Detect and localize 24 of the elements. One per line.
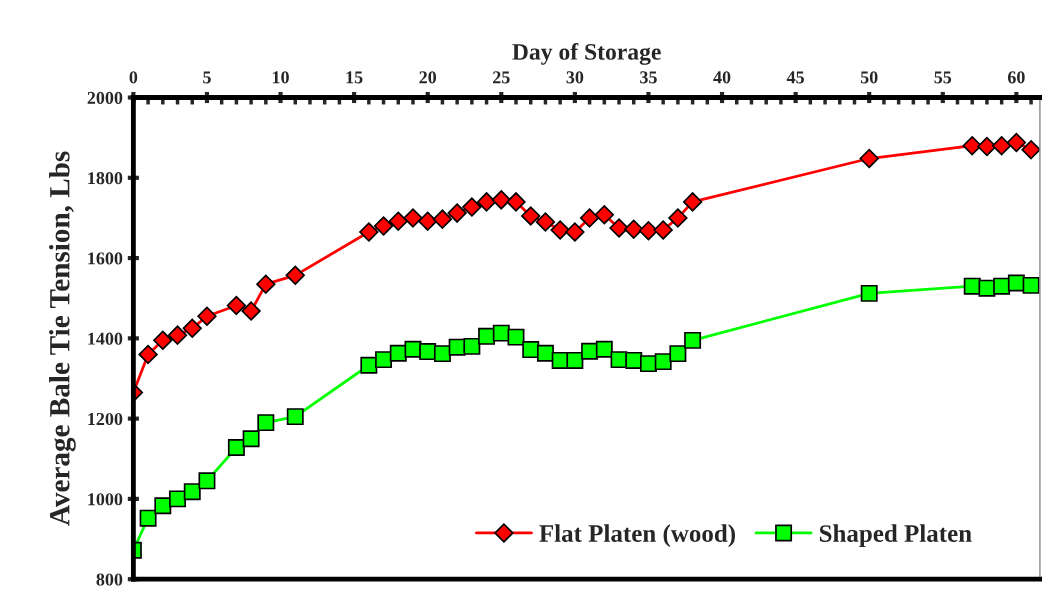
x-axis-title: Day of Storage bbox=[512, 42, 661, 65]
y-tick-label: 1200 bbox=[88, 412, 123, 426]
y-axis-title: Average Bale Tie Tension, Lbs bbox=[49, 151, 76, 526]
y-tick-label: 800 bbox=[96, 573, 123, 586]
x-tick-label: 40 bbox=[713, 71, 731, 84]
y-tick-label: 1000 bbox=[88, 493, 123, 506]
legend-label: Flat Platen (wood) bbox=[539, 524, 735, 548]
x-tick-label: 50 bbox=[860, 71, 878, 84]
y-tick-label: 1800 bbox=[88, 172, 123, 185]
x-tick-label: 25 bbox=[493, 71, 510, 84]
x-tick-label: 60 bbox=[1007, 71, 1025, 84]
x-tick-label: 55 bbox=[934, 71, 952, 84]
y-tick-label: 1400 bbox=[88, 332, 123, 345]
y-tick-label: 1600 bbox=[88, 252, 123, 265]
y-tick-label: 2000 bbox=[87, 91, 123, 104]
x-tick-label: 0 bbox=[129, 71, 138, 84]
x-tick-label: 35 bbox=[640, 71, 657, 84]
x-tick-label: 10 bbox=[272, 71, 289, 84]
x-tick-label: 45 bbox=[786, 71, 804, 84]
x-tick-label: 30 bbox=[566, 71, 584, 84]
x-tick-label: 5 bbox=[203, 71, 211, 84]
legend-label: Shaped Platen bbox=[819, 524, 972, 548]
x-tick-label: 15 bbox=[346, 71, 363, 84]
x-tick-label: 20 bbox=[419, 71, 437, 84]
